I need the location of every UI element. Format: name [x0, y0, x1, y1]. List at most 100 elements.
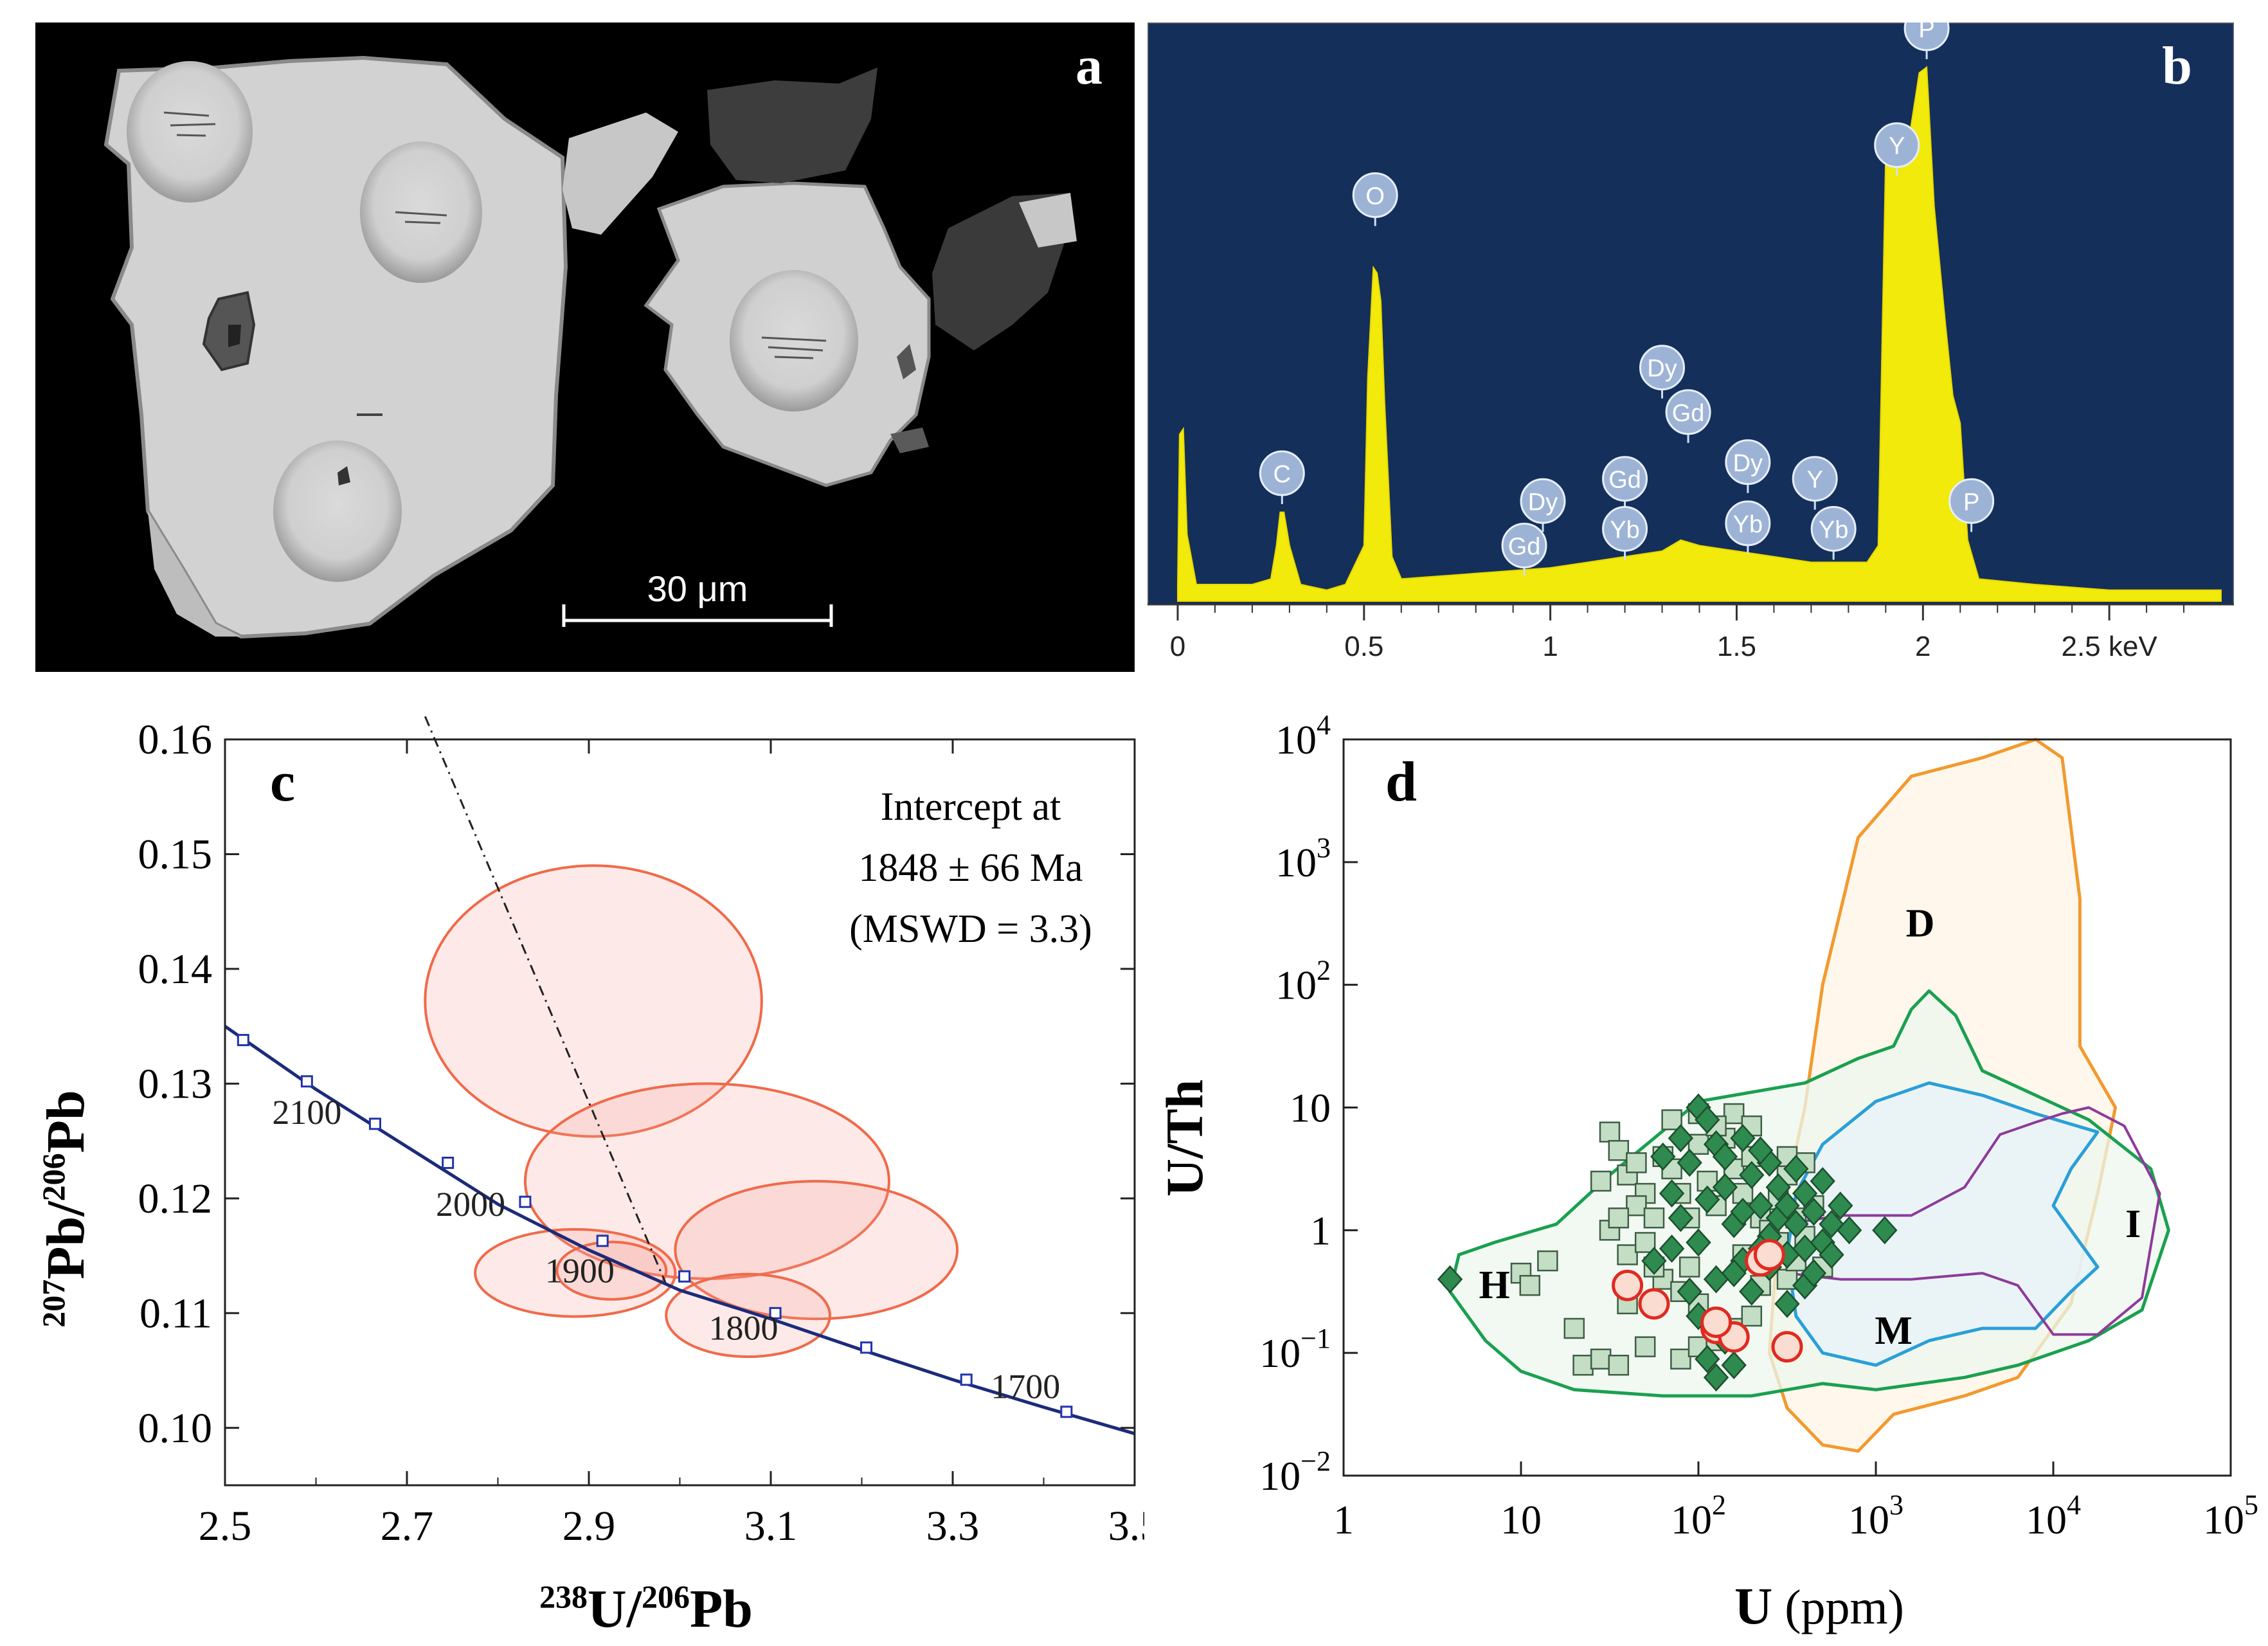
data-point-diamond: [1828, 1191, 1853, 1220]
peak-label-badge: [1725, 500, 1771, 547]
concordia-age-label: 2100: [272, 1093, 341, 1132]
peak-label-text: Dy: [1733, 450, 1763, 477]
data-point-square: [1643, 1207, 1665, 1229]
peak-label-text: P: [1963, 489, 1979, 516]
data-point-diamond: [1695, 1185, 1720, 1214]
concordia-age-marker: [960, 1373, 973, 1386]
peak-label-text: Y: [1889, 133, 1905, 160]
peak-label-badge: [1874, 122, 1920, 168]
data-point-diamond: [1695, 1105, 1720, 1134]
eds-spectrum-chart: 0 0.5 1 1.5 2 2.5 keV C O Gd Dy Gd Yb Dy Gd Dy Yb Y Yb Y P…: [1148, 23, 2234, 672]
data-point-diamond: [1677, 1277, 1702, 1306]
concordia-age-marker: [519, 1195, 532, 1208]
peak-label: Dy: [1520, 478, 1566, 532]
y-axis-label: 207Pb/206Pb: [35, 1090, 96, 1327]
y-axis-label: U/Th: [1155, 1080, 1214, 1197]
data-point-diamond: [1810, 1167, 1835, 1195]
data-point-circle: [1638, 1288, 1670, 1320]
x-axis-label: U (ppm): [1734, 1577, 1904, 1635]
panel-a-image: 30 μm a: [35, 23, 1135, 672]
data-point-diamond: [1668, 1204, 1694, 1233]
peak-label-text: Yb: [1733, 511, 1763, 538]
peak-label-text: Gd: [1608, 467, 1641, 494]
error-ellipse: [474, 1228, 677, 1318]
data-point-square: [1608, 1140, 1630, 1161]
data-point-circle: [1612, 1269, 1644, 1301]
data-point-diamond: [1668, 1124, 1694, 1153]
data-point-diamond: [1650, 1142, 1676, 1171]
concordia-chart: 2100 2000 1900 1800 1700 2.5 2.7 2.9 3.1 3.3 3.5 0…: [35, 716, 1144, 1639]
data-point-square: [1599, 1121, 1621, 1143]
peak-label-text: Yb: [1610, 517, 1639, 544]
panel-c: 2100 2000 1900 1800 1700 2.5 2.7 2.9 3.1 3.3 3.5 0…: [0, 682, 1144, 1640]
x-tick-label: 3.1: [744, 1503, 798, 1550]
peak-label-text: Yb: [1819, 517, 1848, 544]
data-point-diamond: [1659, 1179, 1685, 1207]
data-point-circle: [1771, 1331, 1803, 1363]
data-point-diamond: [1703, 1363, 1729, 1392]
concordia-age-marker: [442, 1157, 455, 1170]
data-point-square: [1661, 1109, 1682, 1130]
data-point-square: [1723, 1103, 1745, 1125]
data-point-diamond: [1783, 1155, 1809, 1183]
discordia-line: [424, 716, 667, 1285]
data-point-circle: [1700, 1306, 1733, 1338]
y-tick-label: 0.14: [138, 946, 213, 993]
data-point-diamond: [1774, 1191, 1800, 1220]
y-tick-label: 102: [1275, 955, 1331, 1008]
x-tick-label: 2.7: [381, 1503, 434, 1550]
x-tick-label: 1: [1542, 631, 1558, 662]
peak-label: Yb: [1725, 500, 1771, 554]
data-point-square: [1608, 1355, 1630, 1376]
concordia-age-label: 1800: [709, 1309, 779, 1348]
u-th-discrimination-chart: D I M H 1 10 102 103 104 105 10−2 10−1 1 10 102 103 104…: [1155, 709, 2258, 1635]
field-purple: [1787, 1106, 2161, 1336]
data-point-diamond: [1765, 1173, 1791, 1202]
y-tick-label: 0.13: [138, 1060, 213, 1107]
y-tick-label: 0.10: [138, 1405, 213, 1452]
peak-label: Dy: [1725, 439, 1771, 493]
x-tick-label: 3.5: [1108, 1503, 1144, 1550]
peak-label: P: [1949, 478, 1995, 532]
data-point-diamond: [1819, 1240, 1844, 1269]
panel-letter-d: d: [1385, 751, 1417, 813]
x-tick-label: 2.5 keV: [2061, 631, 2157, 662]
data-point-square: [1519, 1274, 1541, 1296]
panel-b: 0 0.5 1 1.5 2 2.5 keV C O Gd Dy Gd Yb Dy Gd Dy Yb Y Yb Y P…: [1148, 23, 2234, 672]
data-point-diamond: [1801, 1197, 1827, 1226]
peak-label: Dy: [1639, 345, 1686, 399]
y-tick-label: 0.11: [140, 1290, 212, 1337]
peak-label-text: O: [1365, 183, 1385, 210]
data-point-square: [1670, 1348, 1691, 1370]
panel-d: D I M H 1 10 102 103 104 105 10−2 10−1 1 10 102 103 104…: [1144, 682, 2268, 1640]
y-tick-label: 10−1: [1259, 1323, 1331, 1376]
concordia-age-marker: [769, 1307, 782, 1319]
ablation-pit: [127, 61, 253, 203]
peak-label-text: Dy: [1647, 356, 1677, 383]
data-point-diamond: [1437, 1265, 1463, 1294]
concordia-age-marker: [368, 1117, 381, 1130]
field-label-i: I: [2125, 1202, 2141, 1246]
peak-label-badge: [1602, 456, 1648, 502]
x-tick-label: 1.5: [1717, 631, 1756, 662]
data-point-square: [1608, 1207, 1630, 1229]
intercept-text-3: (MSWD = 3.3): [849, 907, 1092, 951]
data-point-square: [1572, 1355, 1594, 1376]
data-point-diamond: [1872, 1216, 1898, 1245]
field-m: [1785, 1081, 2100, 1367]
concordia-age-marker: [860, 1341, 873, 1354]
error-ellipse: [555, 1240, 668, 1301]
data-point-diamond: [1686, 1228, 1711, 1257]
data-point-diamond: [1836, 1216, 1862, 1245]
data-point-square: [1634, 1232, 1656, 1253]
y-tick-label: 103: [1275, 832, 1331, 885]
data-point-diamond: [1721, 1351, 1747, 1380]
x-tick-label: 3.3: [926, 1503, 980, 1550]
data-point-diamond: [1739, 1277, 1765, 1306]
concordia-age-marker: [1060, 1406, 1073, 1418]
peak-label: Y: [1792, 456, 1838, 510]
y-tick-label: 0.15: [138, 831, 213, 878]
peak-label: O: [1352, 172, 1398, 226]
data-point-diamond: [1774, 1289, 1800, 1318]
x-tick-label: 2.5: [199, 1503, 252, 1550]
